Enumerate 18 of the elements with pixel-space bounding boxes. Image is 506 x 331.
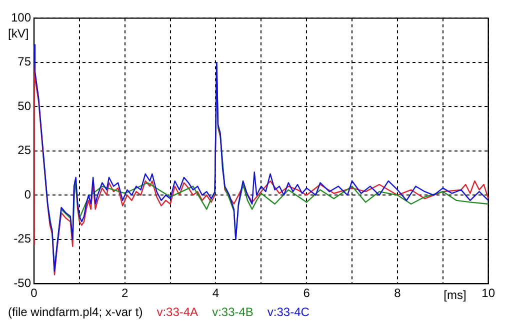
text: v:33-4C [267,305,310,319]
text: (file windfarm.pl4; x-var t) [8,305,143,319]
y-tick-label: 50 [18,98,32,113]
y-tick-label: 0 [24,187,32,202]
x-axis-title: [ms] [444,288,466,302]
y-tick-label: 75 [18,54,32,69]
y-tick-label: -25 [14,232,32,246]
x-tick-label: 10 [482,286,496,300]
x-tick-label: 6 [303,286,310,300]
x-tick-label: 4 [212,286,220,300]
text: v:33-4A [156,305,198,319]
text: v:33-4B [212,305,254,319]
x-tick-label: 8 [394,286,402,300]
x-tick-label: 2 [122,286,129,300]
y-tick-label: 25 [18,143,32,158]
y-axis-title: [kV] [8,26,29,41]
y-tick-label: 100 [10,10,32,25]
y-tick-label: -50 [14,276,32,290]
